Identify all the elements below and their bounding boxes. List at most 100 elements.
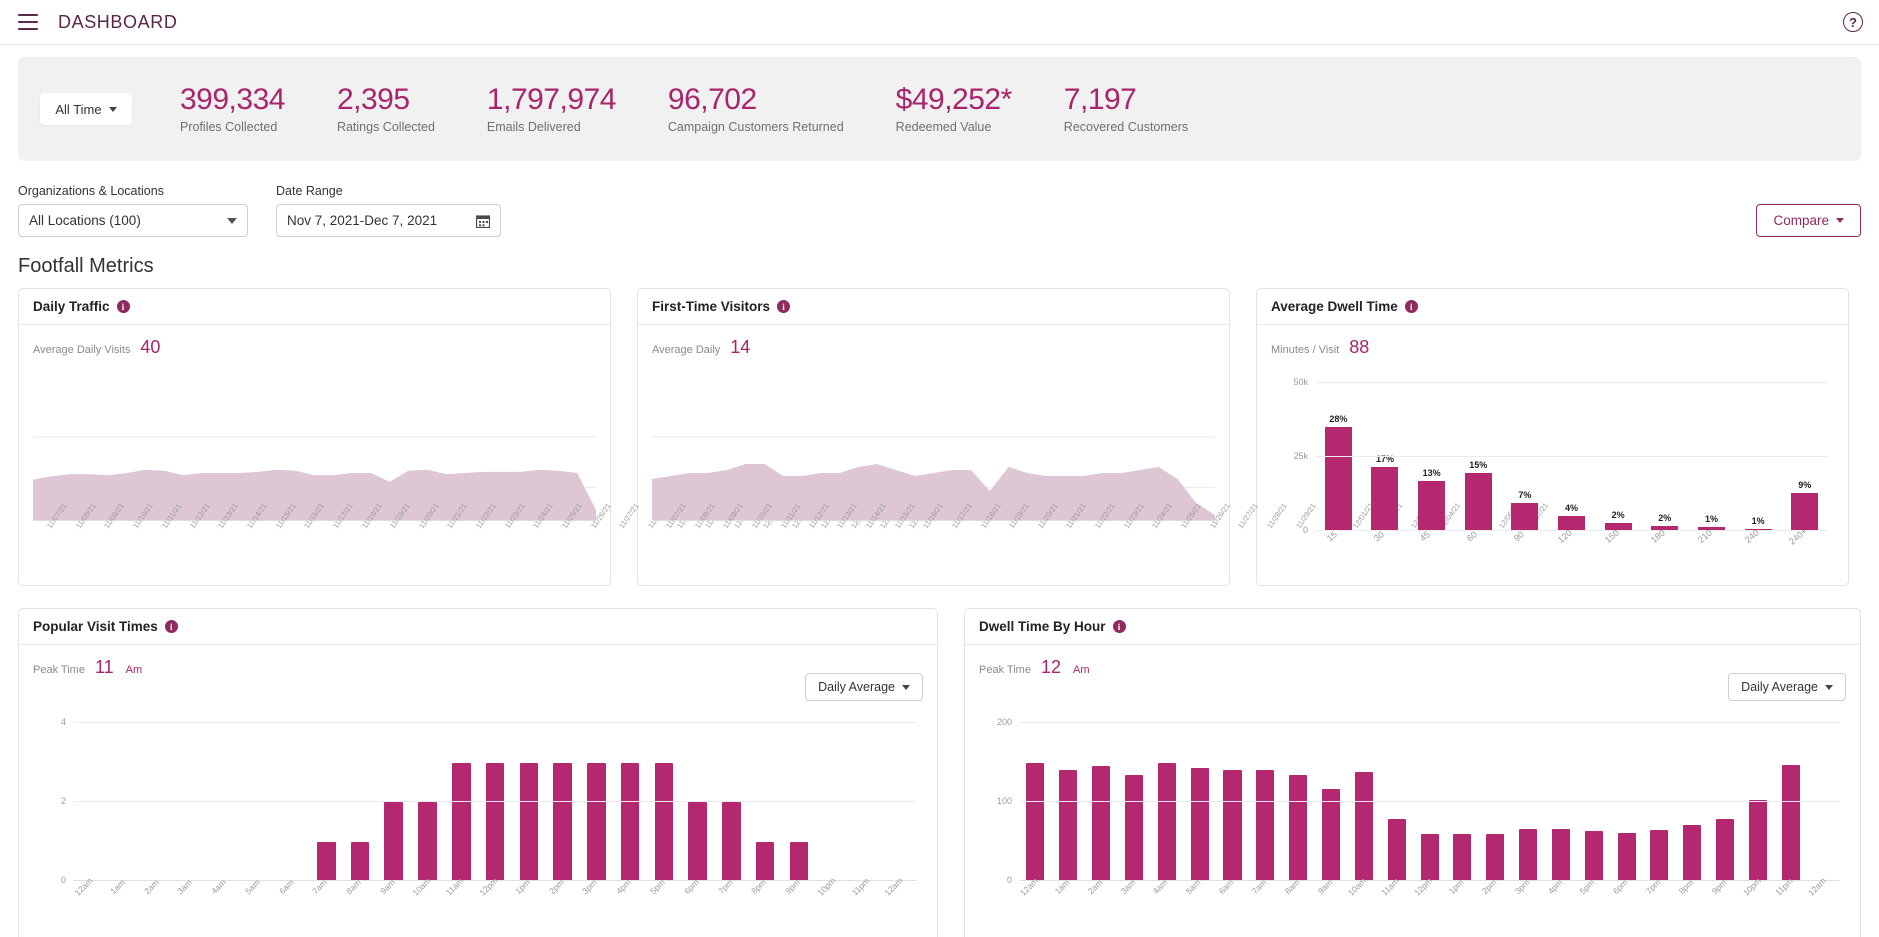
bar-column[interactable] — [647, 723, 681, 881]
bar — [519, 762, 539, 881]
bar-column[interactable] — [1347, 723, 1380, 881]
info-icon[interactable]: i — [116, 300, 130, 313]
bar-column[interactable] — [1479, 723, 1512, 881]
bar-column[interactable] — [1052, 723, 1085, 881]
bar-column[interactable] — [377, 723, 411, 881]
axis-baseline — [1019, 880, 1840, 881]
bar-column[interactable] — [1512, 723, 1545, 881]
bar-column[interactable]: 1% — [1688, 383, 1735, 531]
info-icon[interactable]: i — [164, 620, 178, 633]
page-title: DASHBOARD — [58, 11, 178, 32]
bar-column[interactable] — [343, 723, 377, 881]
bar-column[interactable] — [579, 723, 613, 881]
info-icon[interactable]: i — [1404, 300, 1418, 313]
info-icon[interactable]: i — [1112, 620, 1126, 633]
bar-column[interactable] — [782, 723, 816, 881]
bar-column[interactable] — [546, 723, 580, 881]
dwell-time-by-hour-chart: 0 100 200 12am 1am 2am 3am 4am 5am 6am 7am 8am 9am 1… — [979, 717, 1846, 937]
bar-column[interactable] — [1577, 723, 1610, 881]
bar-column[interactable] — [1183, 723, 1216, 881]
organizations-field: Organizations & Locations All Locations … — [18, 184, 248, 237]
bar — [620, 762, 640, 881]
bar-column[interactable]: 1% — [1735, 383, 1782, 531]
metric-row: Minutes / Visit 88 — [1271, 337, 1834, 358]
help-icon[interactable]: ? — [1843, 12, 1863, 32]
bar-column[interactable] — [1774, 723, 1807, 881]
kpi-value: $49,252* — [895, 83, 1013, 117]
bar — [1748, 799, 1768, 881]
bar-column[interactable] — [444, 723, 478, 881]
bar-column[interactable] — [309, 723, 343, 881]
metric-label: Minutes / Visit — [1271, 344, 1340, 356]
bar-column[interactable] — [1742, 723, 1775, 881]
bar-column[interactable] — [141, 723, 175, 881]
popular-visit-times-aggregation-dropdown[interactable]: Daily Average — [805, 673, 923, 701]
bar-column[interactable] — [1676, 723, 1709, 881]
bar-column[interactable] — [73, 723, 107, 881]
bar-column[interactable] — [1249, 723, 1282, 881]
bar-column[interactable] — [1019, 723, 1052, 881]
bar-column[interactable]: 28% — [1315, 383, 1362, 531]
locations-select[interactable]: All Locations (100) — [18, 204, 248, 237]
bar-column[interactable] — [748, 723, 782, 881]
dwell-time-by-hour-aggregation-dropdown[interactable]: Daily Average — [1728, 673, 1846, 701]
bar-column[interactable]: 2% — [1641, 383, 1688, 531]
bar-column[interactable] — [1380, 723, 1413, 881]
bar-column[interactable] — [1643, 723, 1676, 881]
bar-column[interactable] — [1216, 723, 1249, 881]
info-icon[interactable]: i — [777, 300, 791, 313]
bar-column[interactable]: 15% — [1455, 383, 1502, 531]
bar-column[interactable] — [681, 723, 715, 881]
bar-column[interactable]: 9% — [1781, 383, 1828, 531]
bar — [553, 762, 572, 881]
bar — [1026, 762, 1045, 881]
bar-column[interactable] — [1610, 723, 1643, 881]
date-range-input[interactable]: Nov 7, 2021-Dec 7, 2021 — [276, 204, 501, 237]
bar-column[interactable] — [174, 723, 208, 881]
bar-column[interactable] — [478, 723, 512, 881]
bar-column[interactable] — [1545, 723, 1578, 881]
bar-column[interactable] — [1085, 723, 1118, 881]
calendar-icon — [476, 214, 490, 228]
gridline: 0 — [1303, 525, 1828, 535]
bar-column[interactable] — [613, 723, 647, 881]
bar-column[interactable] — [715, 723, 749, 881]
bar-column[interactable] — [1118, 723, 1151, 881]
bar — [1486, 833, 1505, 881]
bar — [485, 762, 505, 881]
kpi-value: 96,702 — [667, 83, 757, 117]
hamburger-icon[interactable] — [18, 14, 38, 30]
bar-column[interactable] — [850, 723, 884, 881]
bar-column[interactable] — [411, 723, 445, 881]
bar-column[interactable] — [208, 723, 242, 881]
bar-column[interactable]: 4% — [1548, 383, 1595, 531]
time-range-dropdown[interactable]: All Time — [40, 93, 132, 125]
metric-row: Peak Time 11 Am — [33, 657, 923, 678]
kpi-item: 7,197 Recovered Customers — [1064, 84, 1240, 134]
bar-column[interactable]: 13% — [1408, 383, 1455, 531]
card-dwell-time-by-hour: Dwell Time By Hour i Peak Time 12 Am Dai… — [964, 608, 1861, 937]
bar-data-label: 7% — [1518, 489, 1532, 500]
bar-column[interactable] — [1807, 723, 1840, 881]
bar-column[interactable]: 7% — [1502, 383, 1549, 531]
bar-column[interactable] — [1150, 723, 1183, 881]
bar — [1289, 775, 1308, 881]
bar-column[interactable] — [883, 723, 917, 881]
bar-column[interactable]: 2% — [1595, 383, 1642, 531]
bar-column[interactable] — [512, 723, 546, 881]
bar-column[interactable] — [1709, 723, 1742, 881]
bar-column[interactable] — [1413, 723, 1446, 881]
bar-column[interactable] — [242, 723, 276, 881]
bar — [1651, 525, 1679, 531]
bar-data-label: 1% — [1751, 515, 1765, 526]
dropdown-label: Daily Average — [818, 680, 895, 694]
card-title: Daily Traffic — [33, 299, 110, 314]
bar-column[interactable] — [1315, 723, 1348, 881]
bar-column[interactable]: 17% — [1362, 383, 1409, 531]
bar-column[interactable] — [816, 723, 850, 881]
bar-column[interactable] — [1446, 723, 1479, 881]
bar-column[interactable] — [1282, 723, 1315, 881]
bar-column[interactable] — [107, 723, 141, 881]
bar-column[interactable] — [276, 723, 310, 881]
compare-button[interactable]: Compare — [1756, 204, 1861, 237]
